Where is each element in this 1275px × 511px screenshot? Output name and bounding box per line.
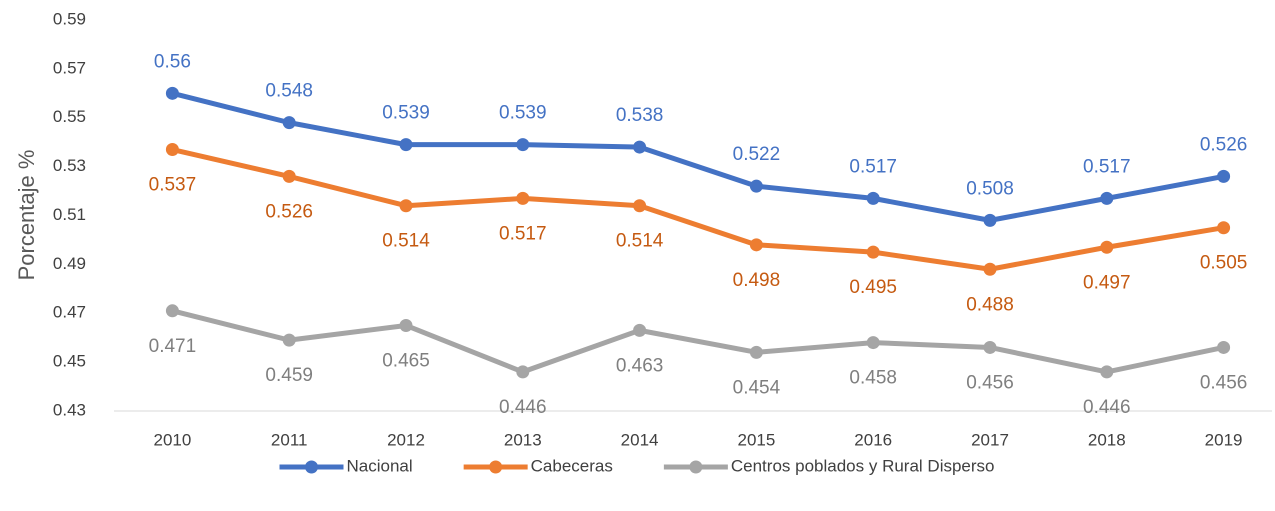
data-label: 0.498 <box>733 270 781 291</box>
data-label: 0.539 <box>382 103 430 124</box>
data-label: 0.488 <box>966 294 1014 315</box>
x-tick-label: 2014 <box>621 430 659 449</box>
x-tick-label: 2012 <box>387 430 425 449</box>
x-tick-label: 2013 <box>504 430 542 449</box>
x-tick-label: 2017 <box>971 430 1009 449</box>
point <box>165 143 179 157</box>
legend-label: Nacional <box>347 456 413 475</box>
point <box>633 199 647 213</box>
data-label: 0.548 <box>265 81 313 102</box>
data-label: 0.522 <box>733 144 781 165</box>
data-label: 0.446 <box>1083 397 1131 418</box>
point <box>399 138 413 152</box>
data-label: 0.537 <box>149 175 197 196</box>
data-label: 0.517 <box>1083 156 1131 177</box>
point <box>1217 169 1231 183</box>
point <box>866 191 880 205</box>
point <box>866 245 880 259</box>
point <box>1100 365 1114 379</box>
series-line <box>171 308 1225 375</box>
point <box>1100 240 1114 254</box>
data-label: 0.56 <box>154 51 191 72</box>
data-label: 0.514 <box>382 231 430 252</box>
x-tick-label: 2015 <box>737 430 775 449</box>
point <box>282 333 296 347</box>
x-tick-label: 2010 <box>153 430 191 449</box>
point <box>983 213 997 227</box>
data-label: 0.508 <box>966 178 1014 199</box>
point <box>866 336 880 350</box>
data-label: 0.505 <box>1200 253 1248 274</box>
data-label: 0.526 <box>265 201 313 222</box>
data-label: 0.463 <box>616 355 664 376</box>
legend-label: Centros poblados y Rural Disperso <box>731 456 995 475</box>
point <box>1100 191 1114 205</box>
y-tick-label: 0.57 <box>53 58 86 77</box>
point <box>1217 340 1231 354</box>
legend-marker <box>689 460 703 474</box>
y-tick-label: 0.45 <box>53 352 86 371</box>
point <box>282 169 296 183</box>
point <box>749 345 763 359</box>
data-label: 0.497 <box>1083 272 1131 293</box>
point <box>165 86 179 100</box>
y-tick-label: 0.43 <box>53 400 86 419</box>
y-tick-label: 0.49 <box>53 254 86 273</box>
data-label: 0.517 <box>849 156 897 177</box>
y-axis-title: Porcentaje % <box>14 150 39 281</box>
point <box>633 323 647 337</box>
legend-marker <box>489 460 503 474</box>
point <box>165 304 179 318</box>
data-label: 0.456 <box>966 372 1014 393</box>
point <box>399 318 413 332</box>
data-label: 0.514 <box>616 231 664 252</box>
x-tick-label: 2011 <box>271 430 308 449</box>
data-label: 0.458 <box>849 368 897 389</box>
point <box>282 116 296 130</box>
point <box>749 179 763 193</box>
data-label: 0.539 <box>499 103 547 124</box>
data-label: 0.538 <box>616 105 664 126</box>
point <box>983 262 997 276</box>
x-tick-label: 2019 <box>1205 430 1243 449</box>
x-tick-label: 2016 <box>854 430 892 449</box>
data-label: 0.465 <box>382 350 430 371</box>
point <box>516 191 530 205</box>
point <box>516 138 530 152</box>
point <box>983 340 997 354</box>
y-tick-label: 0.55 <box>53 107 86 126</box>
data-label: 0.454 <box>733 377 781 398</box>
point <box>633 140 647 154</box>
point <box>399 199 413 213</box>
y-tick-label: 0.53 <box>53 156 86 175</box>
x-tick-label: 2018 <box>1088 430 1126 449</box>
point <box>1217 221 1231 235</box>
data-label: 0.471 <box>149 336 197 357</box>
data-label: 0.459 <box>265 365 313 386</box>
legend-marker <box>305 460 318 474</box>
y-tick-label: 0.51 <box>53 205 86 224</box>
series-line <box>171 90 1225 223</box>
y-tick-label: 0.47 <box>53 303 86 322</box>
legend-label: Cabeceras <box>531 456 613 475</box>
y-tick-label: 0.59 <box>53 9 86 28</box>
point <box>516 365 530 379</box>
data-label: 0.526 <box>1200 134 1248 155</box>
data-label: 0.446 <box>499 397 547 418</box>
series-line <box>171 147 1225 272</box>
data-label: 0.495 <box>849 277 897 298</box>
data-label: 0.456 <box>1200 372 1248 393</box>
point <box>749 238 763 252</box>
data-label: 0.517 <box>499 223 547 244</box>
